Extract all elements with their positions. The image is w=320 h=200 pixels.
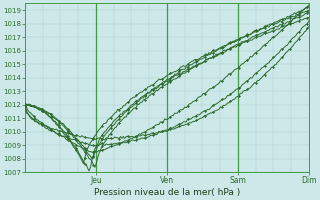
X-axis label: Pression niveau de la mer( hPa ): Pression niveau de la mer( hPa ) (94, 188, 240, 197)
